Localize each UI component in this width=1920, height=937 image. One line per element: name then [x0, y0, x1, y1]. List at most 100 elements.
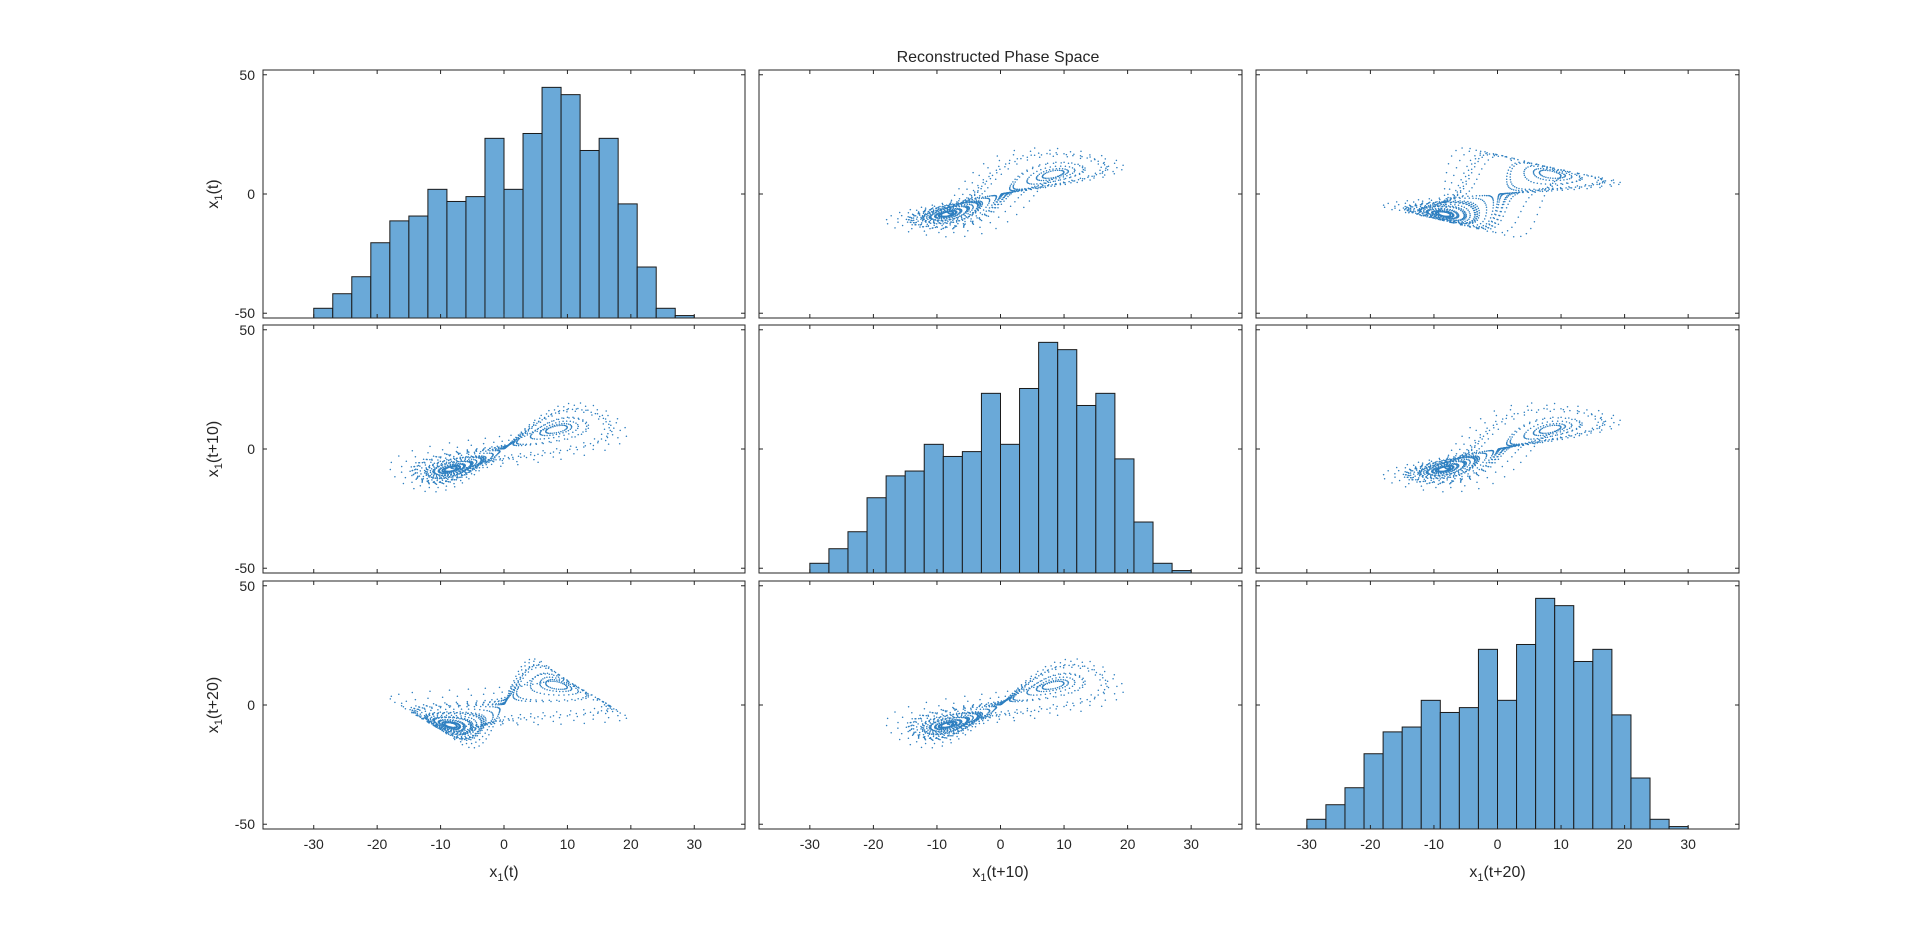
scatter-point [923, 210, 926, 213]
scatter-point [1544, 169, 1547, 172]
scatter-point [1464, 218, 1466, 220]
scatter-point [1462, 185, 1465, 188]
scatter-point [1082, 171, 1084, 173]
scatter-point [1591, 427, 1594, 430]
scatter-point [1469, 216, 1471, 219]
scatter-point [1023, 191, 1025, 193]
scatter-point [1504, 155, 1506, 158]
scatter-point [575, 408, 578, 410]
scatter-point [994, 200, 996, 202]
scatter-point [1423, 471, 1425, 473]
scatter-point [1492, 198, 1494, 201]
scatter-point [1486, 427, 1488, 429]
scatter-point [1452, 221, 1455, 223]
scatter-point [1487, 194, 1489, 197]
scatter-point [558, 716, 561, 719]
scatter-point [448, 480, 450, 483]
scatter-point [1574, 186, 1577, 188]
scatter-point [483, 452, 485, 454]
scatter-point [1446, 470, 1449, 472]
scatter-point [1548, 188, 1550, 190]
scatter-point [1433, 468, 1436, 470]
scatter-point [1453, 456, 1455, 458]
scatter-point [1463, 452, 1465, 454]
scatter-point [918, 223, 920, 226]
scatter-point [1457, 459, 1460, 462]
scatter-point [613, 708, 615, 710]
histogram-bar [579, 149, 600, 319]
scatter-point [458, 473, 460, 475]
scatter-point [1576, 432, 1579, 434]
scatter-point [934, 226, 937, 229]
scatter-point [579, 402, 582, 404]
scatter-point [1406, 476, 1409, 479]
scatter-point [1559, 429, 1562, 431]
scatter-point [1453, 174, 1455, 177]
scatter-point [1451, 460, 1454, 463]
scatter-point [1525, 167, 1527, 169]
scatter-point [1491, 213, 1493, 216]
scatter-point [1437, 205, 1440, 208]
scatter-point [1581, 422, 1583, 424]
scatter-point [563, 424, 566, 427]
scatter-point [972, 213, 974, 215]
scatter-point [1496, 201, 1499, 203]
scatter-point [1081, 155, 1083, 158]
scatter-point [1435, 209, 1438, 212]
scatter-point [959, 212, 961, 214]
scatter-point [1591, 175, 1593, 178]
scatter-point [1450, 217, 1452, 220]
scatter-point [523, 455, 526, 457]
panel-r2-c3 [1255, 324, 1740, 574]
scatter-point [437, 486, 439, 489]
scatter-point [1060, 169, 1062, 172]
scatter-point [1441, 465, 1444, 468]
scatter-point [968, 208, 971, 210]
scatter-point [1020, 157, 1022, 160]
histogram [313, 86, 695, 319]
scatter-point [1450, 181, 1453, 184]
scatter-point [1065, 153, 1068, 156]
scatter-point [1079, 157, 1082, 160]
scatter-point [1473, 446, 1476, 449]
scatter-point [493, 441, 495, 444]
scatter-point [1429, 201, 1431, 204]
scatter-point [448, 461, 450, 464]
scatter-point [450, 458, 452, 461]
scatter-point [452, 463, 455, 465]
scatter-point [480, 460, 482, 463]
scatter-point [1074, 163, 1076, 166]
scatter-point [1515, 163, 1518, 166]
scatter-point [1409, 210, 1412, 213]
scatter-point [454, 474, 456, 477]
scatter-point [1612, 179, 1615, 181]
scatter-point [1000, 173, 1003, 175]
panel-r1-c2 [758, 69, 1243, 319]
scatter-point [1419, 205, 1422, 208]
scatter-point [1481, 194, 1484, 197]
scatter-point [1449, 462, 1452, 465]
scatter-point [547, 432, 550, 434]
scatter-point [1081, 178, 1084, 180]
scatter-point [556, 439, 558, 442]
scatter-point [976, 207, 978, 210]
scatter-point [460, 454, 463, 457]
scatter-point [571, 436, 573, 438]
scatter-point [486, 452, 488, 454]
scatter-point [1476, 467, 1479, 469]
scatter-point [1482, 469, 1485, 472]
scatter-point [1473, 183, 1476, 185]
scatter-point [1064, 183, 1067, 186]
scatter-point [1008, 194, 1011, 196]
figure-title: Reconstructed Phase Space [897, 49, 1100, 66]
scatter-point [953, 209, 956, 212]
scatter-point [592, 404, 595, 407]
scatter-point [1496, 423, 1498, 426]
scatter-point [930, 210, 933, 213]
scatter-point [1535, 175, 1538, 178]
scatter-point [1547, 189, 1549, 192]
scatter-point [551, 432, 553, 434]
scatter-point [1451, 209, 1454, 212]
scatter-point [998, 197, 1000, 200]
scatter-point [1527, 409, 1529, 411]
